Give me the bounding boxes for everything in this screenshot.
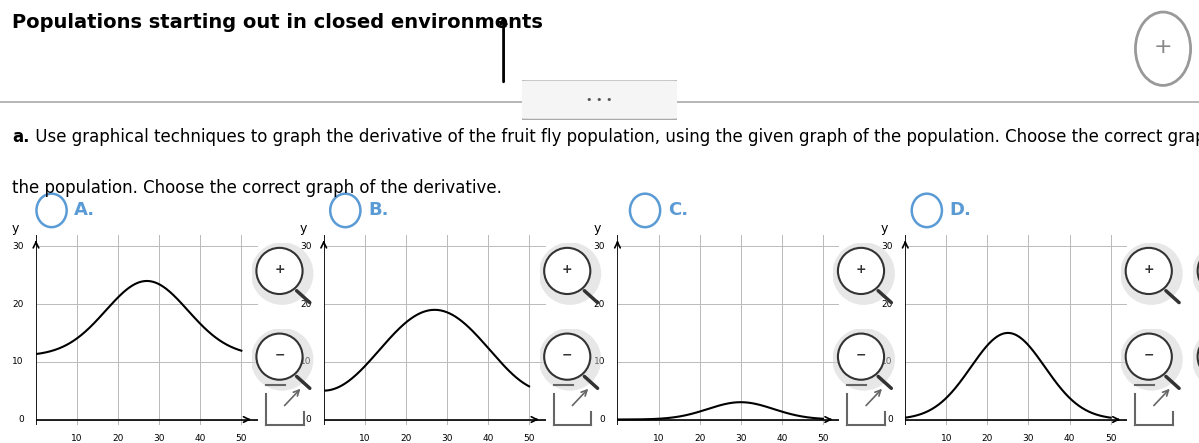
Text: 30: 30 [881, 242, 893, 251]
Text: 30: 30 [300, 242, 312, 251]
Text: 10: 10 [881, 358, 893, 366]
Text: 20: 20 [594, 299, 605, 309]
Text: 30: 30 [594, 242, 605, 251]
Text: 50: 50 [818, 434, 829, 443]
Ellipse shape [1192, 328, 1199, 391]
FancyBboxPatch shape [506, 80, 693, 120]
Text: 20: 20 [400, 434, 411, 443]
Text: Use graphical techniques to graph the derivative of the fruit fly population, us: Use graphical techniques to graph the de… [30, 128, 1199, 147]
Circle shape [1198, 248, 1199, 294]
Text: 20: 20 [12, 299, 24, 309]
Text: 20: 20 [300, 299, 312, 309]
Text: C.: C. [668, 202, 688, 219]
Text: 20: 20 [113, 434, 123, 443]
Text: −: − [1144, 349, 1153, 362]
Text: +: + [275, 263, 285, 276]
Text: 50: 50 [1105, 434, 1116, 443]
Text: 30: 30 [12, 242, 24, 251]
Text: y: y [594, 222, 601, 235]
Text: 30: 30 [441, 434, 453, 443]
Text: 0: 0 [306, 415, 312, 424]
Ellipse shape [538, 242, 601, 305]
Text: 10: 10 [594, 358, 605, 366]
Text: 40: 40 [1064, 434, 1076, 443]
Circle shape [1198, 334, 1199, 380]
Circle shape [257, 248, 302, 294]
Circle shape [838, 334, 884, 380]
Circle shape [544, 248, 590, 294]
Text: 10: 10 [71, 434, 83, 443]
Circle shape [838, 248, 884, 294]
Text: −: − [275, 349, 284, 362]
Text: B.: B. [368, 202, 388, 219]
Text: y: y [881, 222, 888, 235]
Text: 20: 20 [881, 299, 893, 309]
Text: 0: 0 [600, 415, 605, 424]
Text: 10: 10 [652, 434, 664, 443]
Ellipse shape [251, 242, 313, 305]
Text: a.: a. [12, 128, 30, 147]
Text: y: y [12, 222, 19, 235]
Text: 40: 40 [776, 434, 788, 443]
Text: 20: 20 [982, 434, 993, 443]
Text: −: − [856, 349, 866, 362]
Text: −: − [562, 349, 572, 362]
Text: y: y [300, 222, 307, 235]
Text: 50: 50 [236, 434, 247, 443]
Text: 40: 40 [482, 434, 494, 443]
Text: +: + [856, 263, 867, 276]
Text: D.: D. [950, 202, 971, 219]
Text: +: + [562, 263, 573, 276]
Text: 10: 10 [359, 434, 370, 443]
Ellipse shape [251, 328, 313, 391]
Ellipse shape [1192, 242, 1199, 305]
Ellipse shape [538, 328, 601, 391]
Text: 20: 20 [694, 434, 705, 443]
Text: 50: 50 [524, 434, 535, 443]
Text: 0: 0 [887, 415, 893, 424]
Text: 30: 30 [735, 434, 747, 443]
Text: 30: 30 [1023, 434, 1035, 443]
Text: the population. Choose the correct graph of the derivative.: the population. Choose the correct graph… [12, 179, 502, 198]
Text: 10: 10 [300, 358, 312, 366]
Circle shape [257, 334, 302, 380]
Circle shape [544, 334, 590, 380]
Ellipse shape [832, 328, 894, 391]
Ellipse shape [1120, 328, 1182, 391]
Text: 40: 40 [194, 434, 206, 443]
Text: +: + [1144, 263, 1155, 276]
Text: 30: 30 [153, 434, 165, 443]
Circle shape [1126, 334, 1171, 380]
Text: Populations starting out in closed environments: Populations starting out in closed envir… [12, 13, 543, 32]
Text: +: + [1153, 37, 1173, 57]
Circle shape [1126, 248, 1171, 294]
Text: A.: A. [74, 202, 96, 219]
Text: • • •: • • • [586, 95, 613, 105]
Text: 0: 0 [18, 415, 24, 424]
Ellipse shape [832, 242, 894, 305]
Ellipse shape [1120, 242, 1182, 305]
Text: 10: 10 [12, 358, 24, 366]
Text: 10: 10 [940, 434, 952, 443]
